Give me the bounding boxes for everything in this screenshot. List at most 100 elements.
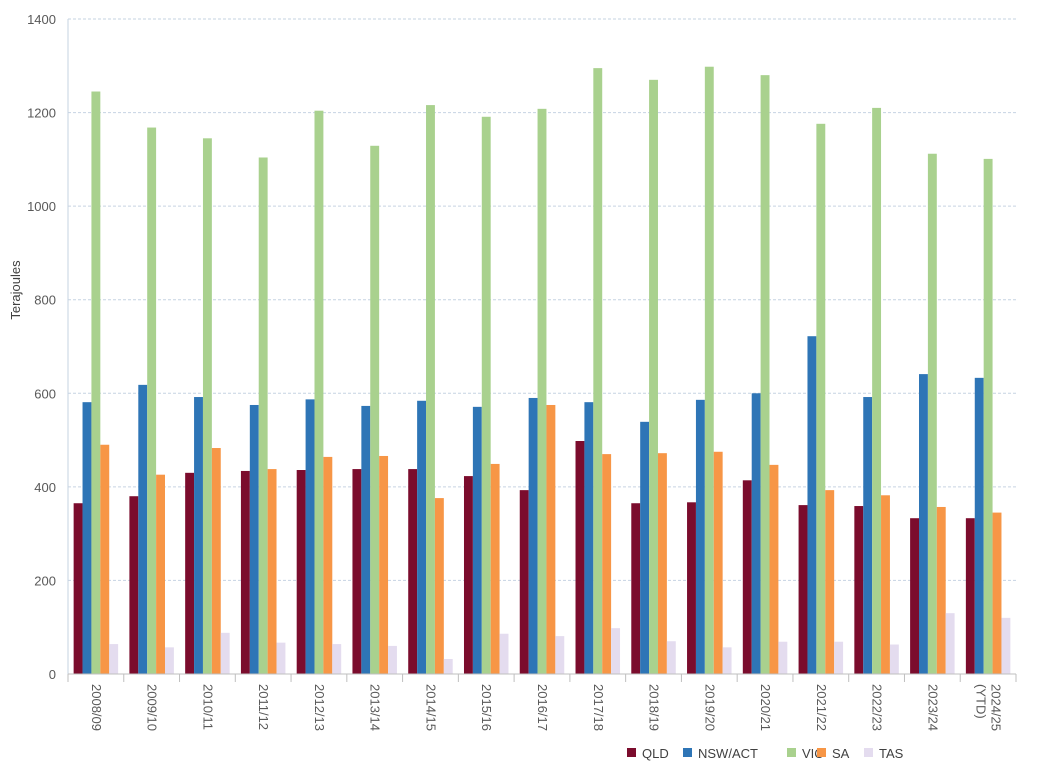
bar-tas [945, 613, 955, 674]
legend-item-nsw-act: NSW/ACT [683, 746, 758, 761]
bar-qld [965, 518, 975, 674]
x-tick-label-line: 2015/16 [479, 684, 494, 731]
x-tick-label: 2011/12 [256, 684, 271, 730]
bar-sa [211, 448, 221, 674]
bar-sa [490, 463, 500, 674]
y-axis-title: Terajoules [8, 260, 23, 320]
bar-vic [147, 127, 157, 675]
x-tick-label: 2024/25(YTD) [974, 684, 1004, 731]
bar-tas [611, 628, 621, 674]
bar-sa [825, 490, 835, 674]
bar-sa [769, 464, 779, 674]
bar-vic [202, 138, 212, 674]
x-tick-label-line: 2013/14 [368, 684, 383, 731]
bar-tas [164, 647, 174, 674]
x-tick-label: 2021/22 [814, 684, 829, 731]
y-tick-label: 800 [34, 293, 56, 308]
x-tick-label: 2009/10 [145, 684, 160, 731]
bar-sa [156, 474, 165, 674]
y-tick-label: 400 [34, 480, 56, 495]
bars [73, 66, 1011, 675]
x-tick-label: 2010/11 [200, 684, 215, 730]
x-tick-label-line: 2014/15 [423, 684, 438, 731]
bar-tas [778, 641, 788, 674]
bar-nsw-act [974, 377, 984, 674]
bar-tas [332, 644, 342, 674]
x-tick-label: 2018/19 [647, 684, 662, 731]
x-tick-label: 2012/13 [312, 684, 327, 731]
x-tick-label-line: 2017/18 [591, 684, 606, 731]
x-tick-label-line: 2010/11 [200, 684, 215, 730]
x-tick-label-line: 2012/13 [312, 684, 327, 731]
bar-sa [546, 404, 556, 674]
bar-vic [537, 108, 547, 675]
bar-nsw-act [807, 336, 817, 674]
bar-vic [760, 75, 770, 674]
bar-nsw-act [138, 384, 148, 674]
bar-sa [100, 444, 110, 674]
y-tick-label: 1400 [27, 12, 56, 27]
x-tick-label-line: 2020/21 [758, 684, 773, 731]
bar-nsw-act [640, 421, 650, 674]
bar-qld [73, 503, 83, 674]
bar-vic [481, 116, 491, 674]
bar-nsw-act [528, 397, 538, 674]
x-tick-label: 2017/18 [591, 684, 606, 731]
bar-vic [983, 158, 993, 674]
axes [67, 19, 1017, 682]
bar-vic [426, 105, 435, 675]
bar-qld [352, 469, 362, 674]
bar-tas [276, 642, 286, 674]
bar-vic [370, 145, 380, 674]
x-tick-label: 2013/14 [368, 684, 383, 731]
legend-swatch [787, 748, 796, 757]
bar-sa [602, 454, 612, 674]
bar-vic [816, 123, 826, 675]
x-tick-label-line: (YTD) [974, 684, 989, 719]
legend-label: TAS [879, 746, 904, 761]
bar-nsw-act [919, 374, 928, 674]
bar-vic [258, 157, 268, 674]
x-tick-label: 2008/09 [89, 684, 104, 731]
bar-qld [463, 476, 473, 674]
legend-item-sa: SA [817, 746, 850, 761]
bar-tas [499, 633, 509, 674]
bar-tas [220, 632, 230, 674]
bar-sa [936, 506, 946, 674]
bar-sa [992, 512, 1002, 674]
bar-qld [296, 470, 306, 674]
bar-nsw-act [751, 393, 761, 674]
bar-vic [314, 110, 324, 674]
x-tick-label: 2023/24 [925, 684, 940, 731]
x-tick-label-line: 2009/10 [145, 684, 160, 731]
bar-tas [555, 636, 565, 674]
y-tick-label: 200 [34, 573, 56, 588]
bar-sa [323, 456, 333, 674]
bar-tas [1001, 617, 1011, 674]
y-tick-label: 1000 [27, 199, 56, 214]
legend-label: SA [832, 746, 850, 761]
y-tick-label: 1200 [27, 106, 56, 121]
bar-sa [713, 451, 723, 674]
bar-nsw-act [417, 400, 427, 674]
x-tick-label: 2022/23 [870, 684, 885, 731]
legend-swatch [683, 748, 692, 757]
bar-vic [872, 107, 882, 674]
bar-sa [434, 498, 444, 674]
x-tick-label-line: 2024/25 [989, 684, 1004, 731]
bar-qld [408, 469, 418, 674]
bar-qld [742, 480, 752, 674]
bar-tas [722, 647, 732, 674]
bar-nsw-act [472, 406, 482, 674]
bar-vic [593, 68, 603, 674]
x-tick-label-line: 2008/09 [89, 684, 104, 731]
bar-qld [185, 472, 195, 674]
bar-nsw-act [695, 399, 705, 674]
legend-item-tas: TAS [864, 746, 904, 761]
x-tick-label-line: 2011/12 [256, 684, 271, 730]
bar-tas [109, 644, 119, 674]
x-tick-label: 2015/16 [479, 684, 494, 731]
bar-tas [889, 644, 899, 674]
bar-qld [798, 505, 808, 674]
